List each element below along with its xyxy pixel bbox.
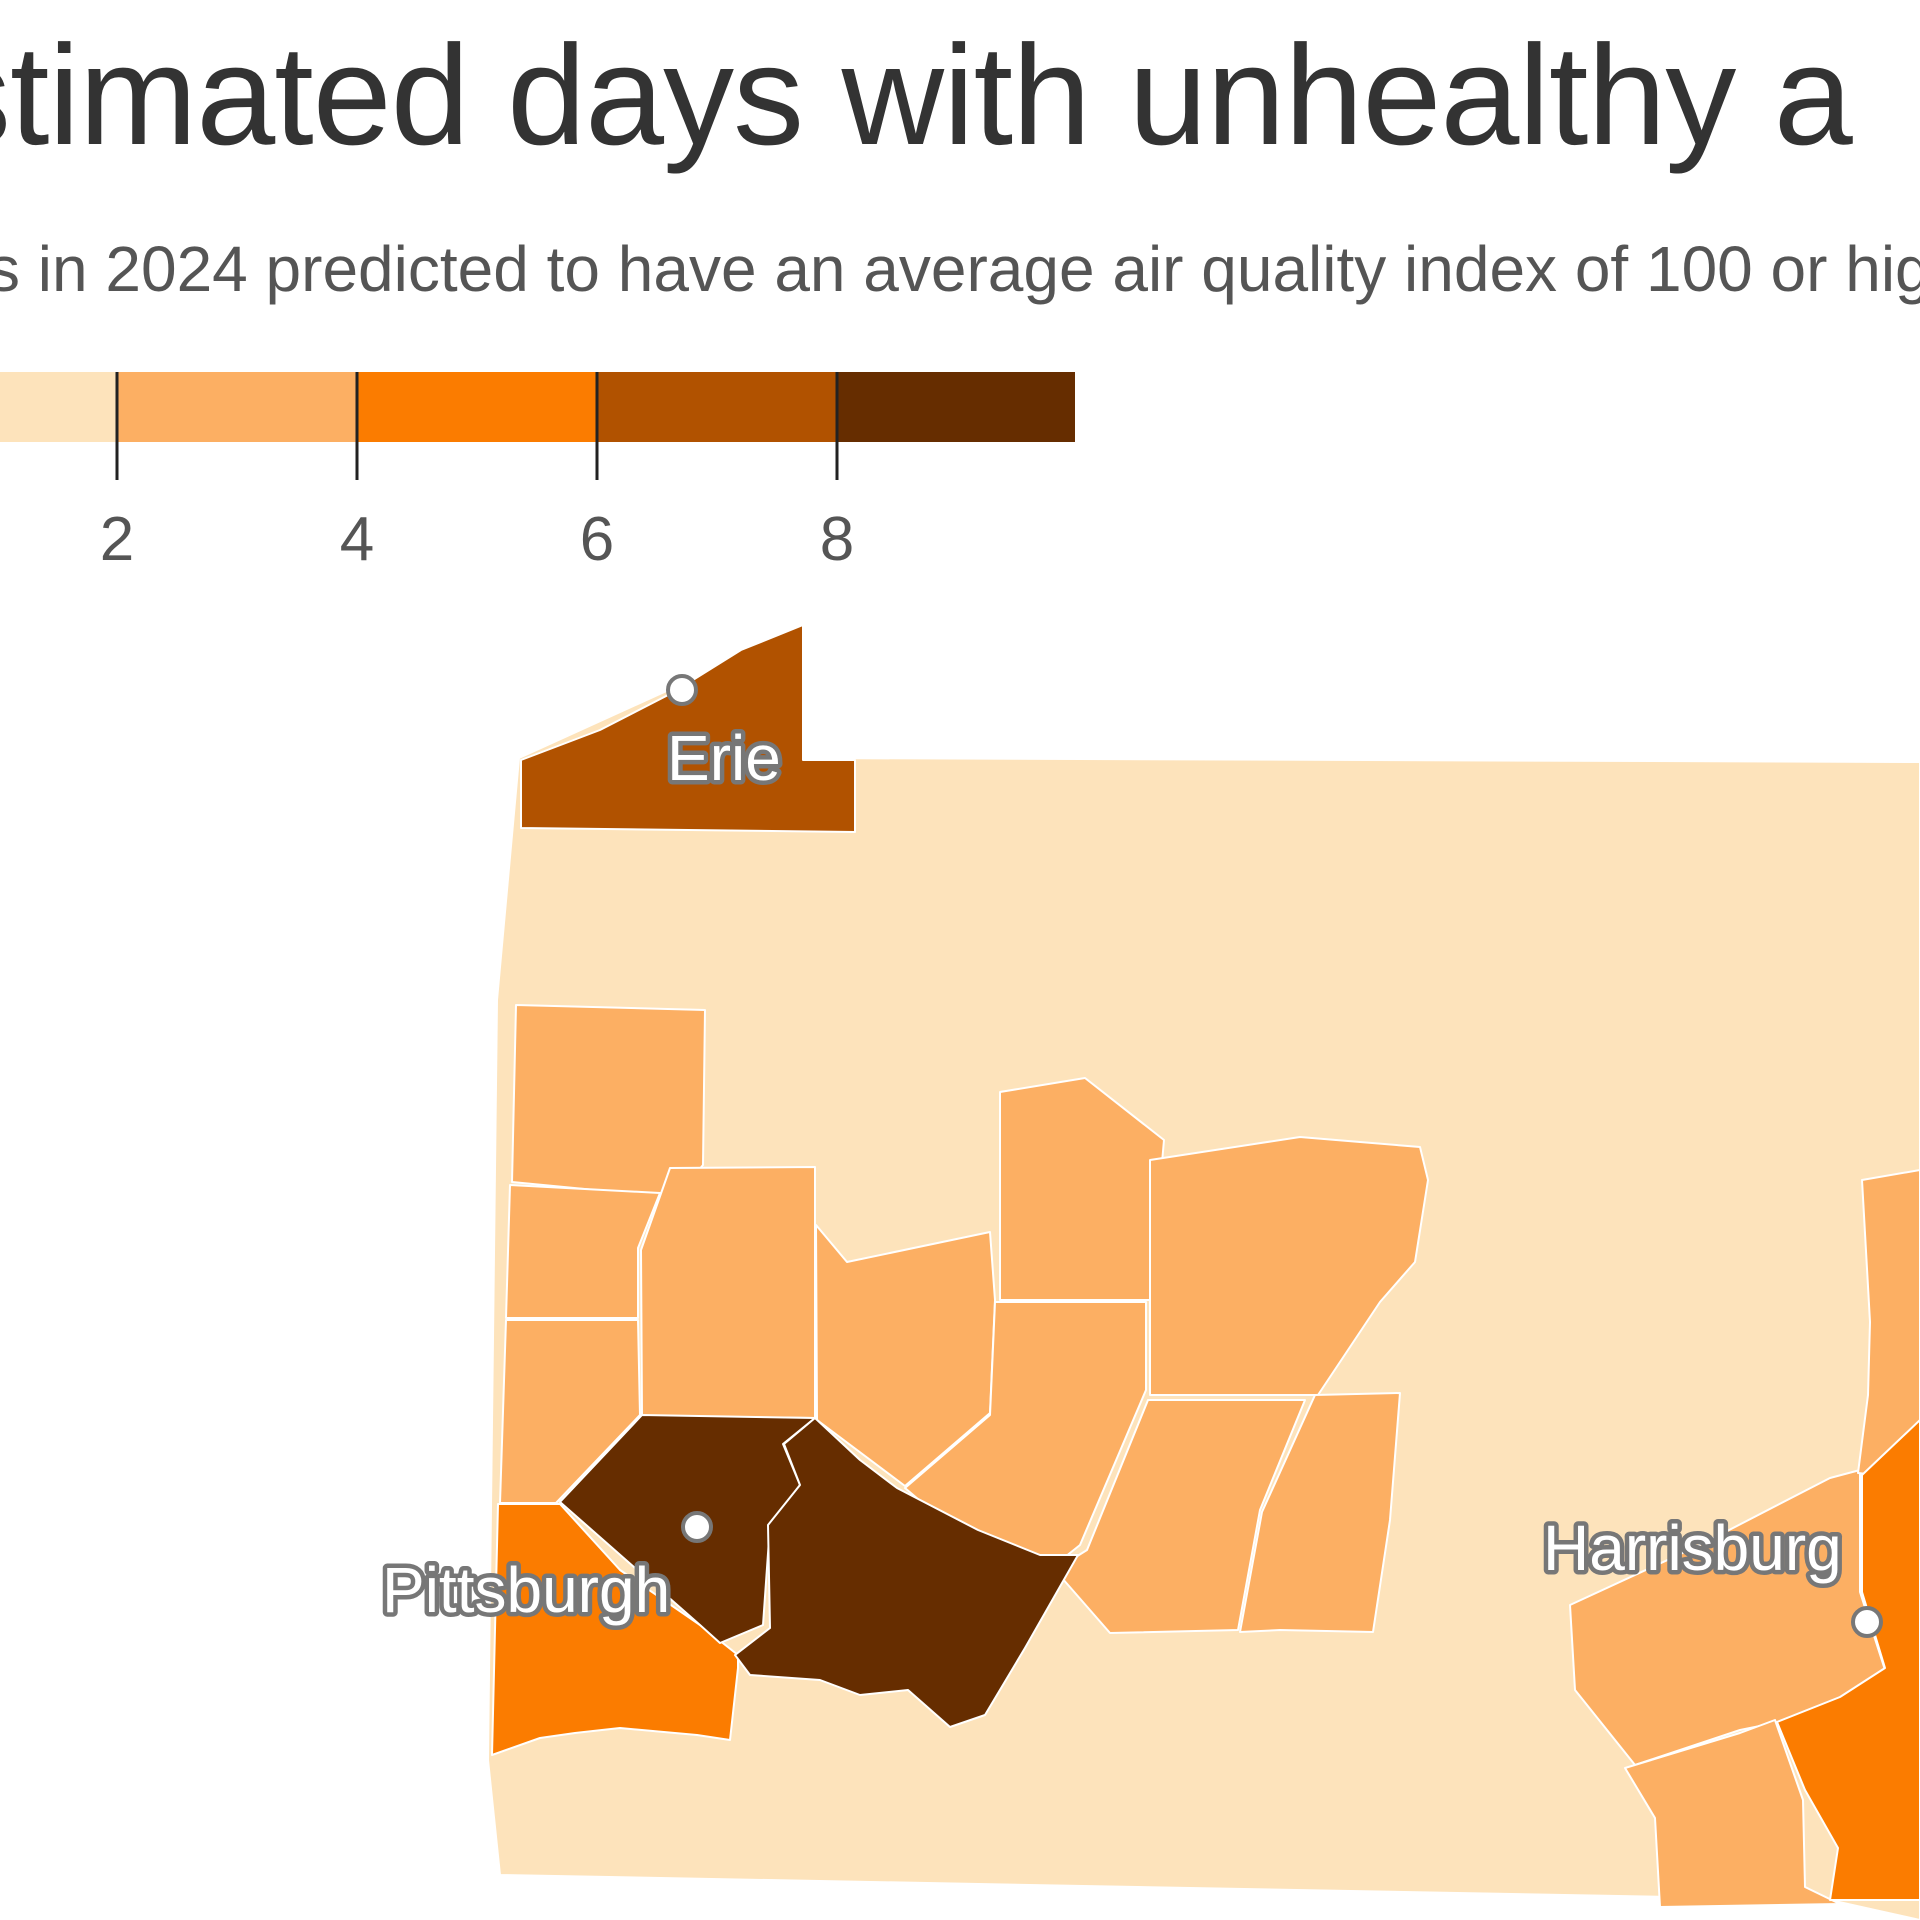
county-clearfield xyxy=(1149,1136,1429,1396)
legend-tick-label-4: 4 xyxy=(340,505,374,572)
harrisburg-marker xyxy=(1851,1606,1883,1638)
county-mercer xyxy=(505,1184,661,1319)
pittsburgh-marker xyxy=(681,1511,713,1543)
erie-marker xyxy=(666,674,698,706)
legend-bin-3 xyxy=(597,372,837,442)
legend-bin-0 xyxy=(0,372,117,442)
county-york-lancaster xyxy=(1776,1419,1920,1901)
county-blair xyxy=(1239,1392,1401,1633)
legend-tick-label-2: 2 xyxy=(100,505,134,572)
county-adams xyxy=(1624,1719,1841,1908)
county-westmoreland xyxy=(734,1417,1079,1728)
map-title: stimated days with unhealthy a xyxy=(0,16,1853,175)
legend-bin-4 xyxy=(837,372,1075,442)
city-markers: Erie Pittsburgh Harrisburg xyxy=(378,674,1883,1638)
county-northumberland xyxy=(1857,1169,1920,1481)
county-cambria xyxy=(1054,1399,1306,1634)
county-map: Erie Pittsburgh Harrisburg xyxy=(378,624,1920,1920)
county-beaver xyxy=(491,1503,739,1756)
erie-label: Erie xyxy=(667,722,781,794)
legend-tick-label-6: 6 xyxy=(580,505,614,572)
harrisburg-label: Harrisburg xyxy=(1543,1512,1842,1584)
map-subtitle: s in 2024 predicted to have an average a… xyxy=(0,233,1920,305)
county-erie xyxy=(520,624,856,833)
color-legend: 2 4 6 8 xyxy=(0,372,1075,572)
pittsburgh-label: Pittsburgh xyxy=(382,1554,670,1626)
legend-bin-2 xyxy=(357,372,597,442)
legend-tick-label-8: 8 xyxy=(820,505,854,572)
county-venango xyxy=(640,1166,816,1419)
county-lawrence xyxy=(499,1319,641,1504)
legend-bin-1 xyxy=(117,372,357,442)
